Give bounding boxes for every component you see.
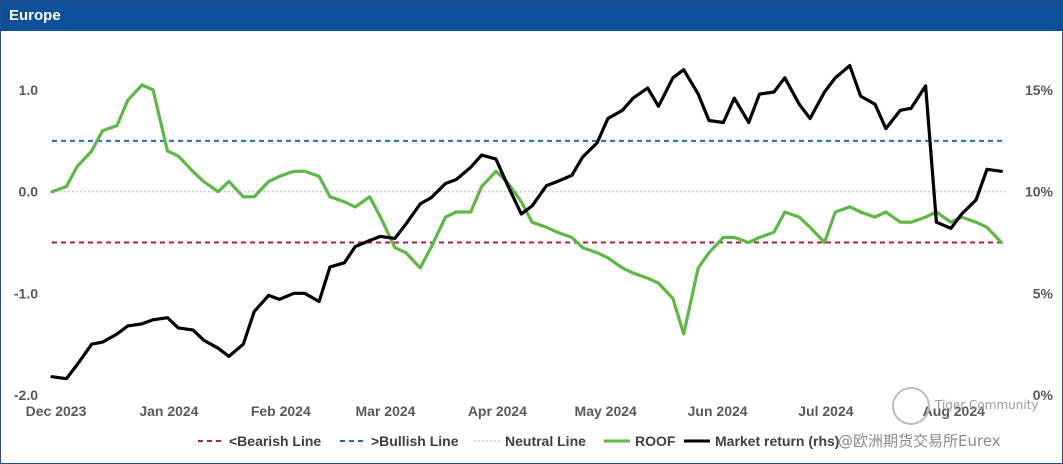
y-right-tick-label: 0%	[1033, 387, 1054, 403]
y-right-tick-label: 10%	[1025, 184, 1054, 200]
legend-label-3: ROOF	[635, 433, 676, 449]
y-right-tick-label: 15%	[1025, 82, 1054, 98]
x-tick-label: Feb 2024	[251, 403, 311, 419]
x-tick-label: Jul 2024	[798, 403, 853, 419]
x-tick-label: Jan 2024	[139, 403, 198, 419]
watermark-top: Tiger Community	[935, 398, 1039, 412]
y-left-tick-label: 1.0	[19, 82, 39, 98]
legend-label-2: Neutral Line	[505, 433, 586, 449]
x-tick-label: Jun 2024	[688, 403, 748, 419]
series-line-roof	[50, 83, 1004, 336]
y-left-tick-label: -1.0	[14, 285, 38, 301]
series-line-market-return	[50, 63, 1004, 381]
legend-label-1: >Bullish Line	[371, 433, 459, 449]
chart-header: Europe	[1, 1, 1062, 31]
watermark-bottom: @欧洲期货交易所Eurex	[838, 432, 1001, 450]
y-left-tick-label: -2.0	[14, 387, 38, 403]
x-tick-label: Aug 2024	[923, 403, 985, 419]
watermark-logo	[892, 387, 930, 425]
y-right-tick-label: 5%	[1033, 285, 1054, 301]
x-tick-label: May 2024	[575, 403, 637, 419]
x-tick-label: Mar 2024	[356, 403, 416, 419]
x-tick-label: Apr 2024	[468, 403, 527, 419]
y-left-tick-label: 0.0	[19, 184, 39, 200]
x-tick-label: Dec 2023	[26, 403, 87, 419]
chart-title: Europe	[9, 7, 61, 24]
legend-label-4: Market return (rhs)	[715, 433, 839, 449]
legend-label-0: <Bearish Line	[229, 433, 321, 449]
